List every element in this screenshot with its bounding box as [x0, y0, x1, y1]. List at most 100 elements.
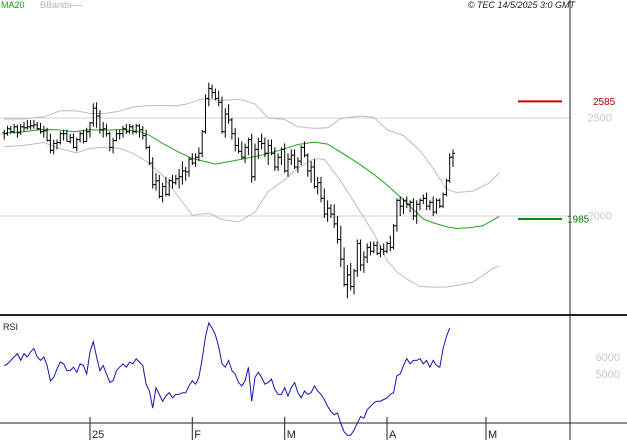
- ohlc-bar: [365, 243, 370, 264]
- rsi-panel: RSI 6000 5000: [3, 321, 620, 436]
- ohlc-bars: [2, 82, 455, 299]
- ohlc-bar: [345, 265, 350, 299]
- bollinger-bands: [4, 98, 500, 288]
- ohlc-bar: [289, 149, 294, 166]
- ohlc-bar: [180, 161, 185, 185]
- ohlc-bar: [381, 243, 386, 256]
- ohlc-bar: [368, 241, 373, 256]
- gridlines: [0, 117, 570, 217]
- rsi-label: RSI: [3, 322, 18, 332]
- moving-average: [4, 128, 500, 230]
- ohlc-bar: [451, 149, 455, 167]
- price-levels: 2585 1985: [518, 97, 616, 225]
- ohlc-bar: [239, 141, 244, 160]
- ohlc-bar: [160, 182, 165, 203]
- ohlc-bar: [431, 196, 436, 216]
- bband-lower-line: [4, 141, 500, 288]
- ohlc-bar: [276, 153, 281, 171]
- ohlc-bar: [177, 168, 182, 189]
- ohlc-bar: [144, 129, 149, 150]
- ohlc-bar: [196, 147, 201, 162]
- ohlc-bar: [107, 131, 112, 152]
- x-tick-label-0: 25: [92, 429, 104, 440]
- rsi-tick-label-60: 6000: [596, 352, 620, 364]
- rsi-line: [3, 321, 451, 436]
- ohlc-bar: [378, 245, 383, 258]
- x-tick-label-4: M: [488, 429, 497, 440]
- ohlc-bar: [22, 121, 26, 132]
- ohlc-bar: [233, 127, 238, 152]
- ohlc-bar: [68, 133, 73, 144]
- ohlc-bar: [226, 104, 231, 124]
- ohlc-bar: [309, 161, 314, 183]
- resistance-level-label: 2585: [593, 97, 616, 108]
- ohlc-bar: [150, 157, 155, 189]
- legend-bbands: BBands: [40, 0, 72, 10]
- ohlc-bar: [61, 129, 66, 141]
- ohlc-bar: [157, 174, 162, 199]
- ohlc-bar: [71, 133, 76, 149]
- ohlc-bar: [187, 157, 191, 177]
- ohlc-bar: [117, 129, 122, 140]
- ma20-line: [4, 128, 500, 230]
- ohlc-bar: [94, 102, 99, 128]
- ohlc-bar: [137, 123, 142, 138]
- ohlc-bar: [243, 143, 248, 164]
- ohlc-bar: [200, 129, 205, 158]
- ohlc-bar: [173, 174, 178, 185]
- price-tick-label-2000: 2000: [588, 211, 612, 223]
- ohlc-bar: [18, 123, 23, 135]
- ohlc-bar: [167, 178, 172, 197]
- ohlc-bar: [421, 194, 426, 205]
- ohlc-bar: [5, 125, 10, 136]
- ohlc-bar: [325, 200, 330, 222]
- ohlc-bar: [127, 123, 132, 134]
- ohlc-bar: [111, 137, 116, 154]
- ohlc-bar: [183, 167, 188, 181]
- ohlc-bar: [411, 198, 416, 220]
- x-tick-label-2: M: [287, 429, 296, 440]
- ohlc-bar: [206, 82, 211, 107]
- ohlc-bar: [305, 153, 310, 177]
- ohlc-bar: [223, 108, 228, 138]
- ohlc-bar: [246, 137, 251, 156]
- ohlc-bar: [216, 90, 221, 107]
- ohlc-bar: [361, 251, 366, 273]
- ohlc-bar: [193, 153, 198, 167]
- copyright-timestamp: © TEC 14/5/2025 3:0 GMT: [467, 0, 575, 10]
- bband-upper-line: [4, 98, 500, 194]
- ohlc-bar: [388, 235, 393, 252]
- ohlc-bar: [358, 239, 363, 271]
- ohlc-bar: [338, 225, 343, 267]
- ohlc-bar: [41, 125, 46, 138]
- ohlc-bar: [163, 176, 168, 197]
- ohlc-bar: [266, 139, 271, 166]
- x-tick-label-1: F: [194, 429, 201, 440]
- ohlc-bar: [371, 241, 376, 254]
- ohlc-bar: [286, 153, 290, 177]
- price-tick-label-2500: 2500: [588, 113, 612, 125]
- ohlc-bar: [315, 176, 320, 195]
- rsi-tick-label-50: 5000: [596, 369, 620, 381]
- ohlc-bar: [220, 96, 224, 134]
- ohlc-bar: [130, 124, 135, 135]
- ohlc-bar: [295, 157, 300, 173]
- ohlc-bar: [91, 103, 96, 127]
- ohlc-bar: [28, 119, 33, 130]
- ohlc-bar: [2, 129, 7, 140]
- ohlc-bar: [210, 84, 215, 99]
- ohlc-bar: [121, 125, 125, 138]
- ohlc-bar: [15, 124, 20, 138]
- ohlc-bar: [391, 223, 396, 250]
- ohlc-bar: [312, 159, 317, 189]
- ohlc-bar: [355, 239, 360, 277]
- ohlc-bar: [292, 149, 297, 169]
- ohlc-bar: [394, 198, 399, 232]
- legend-ma20: MA20: [1, 0, 25, 10]
- ohlc-bar: [203, 94, 208, 134]
- ohlc-bar: [25, 119, 30, 130]
- legend-bbands-swatch: [70, 5, 82, 6]
- support-level-label: 1985: [567, 214, 590, 225]
